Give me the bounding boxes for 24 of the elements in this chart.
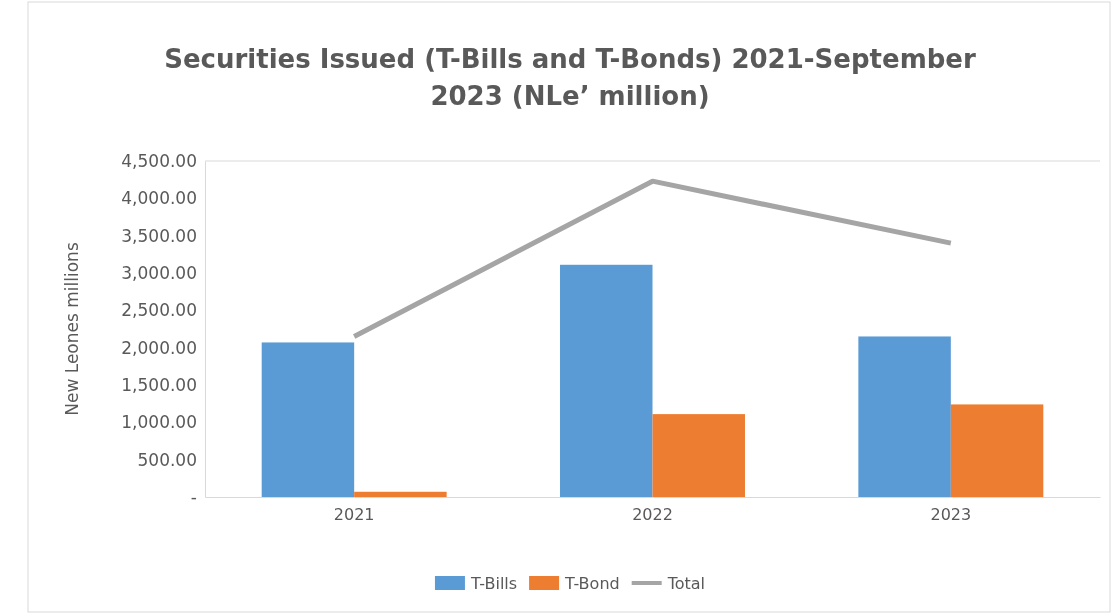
x-tick-label: 2022	[632, 505, 673, 525]
y-tick-label: 1,000.00	[121, 412, 197, 433]
bar	[950, 404, 1044, 497]
bar	[261, 342, 355, 497]
y-tick-label: 3,500.00	[121, 225, 197, 246]
legend-label: T-Bond	[564, 574, 620, 593]
chart-title: Securities Issued (T-Bills and T-Bonds) 2021-September 2023 (NLe’ million)	[164, 44, 976, 111]
y-tick-label: 500.00	[137, 449, 197, 470]
y-tick-label: 3,000.00	[121, 262, 197, 283]
x-tick-label: 2023	[930, 505, 972, 525]
y-tick-label: 1,500.00	[121, 374, 197, 395]
y-tick-label: 4,500.00	[121, 150, 197, 171]
legend-label: T-Bills	[469, 574, 518, 593]
bar	[652, 414, 745, 497]
y-tick-label: 2,000.00	[121, 337, 197, 358]
bar	[858, 336, 951, 497]
bar	[354, 491, 447, 497]
legend-label: Total	[666, 574, 706, 593]
x-tick-label: 2021	[333, 505, 375, 525]
y-tick-label: -	[190, 486, 197, 507]
y-tick-label: 4,000.00	[121, 188, 197, 209]
y-tick-label: 2,500.00	[121, 300, 197, 321]
y-axis-title: New Leones millions	[62, 242, 82, 416]
bar	[560, 264, 653, 497]
